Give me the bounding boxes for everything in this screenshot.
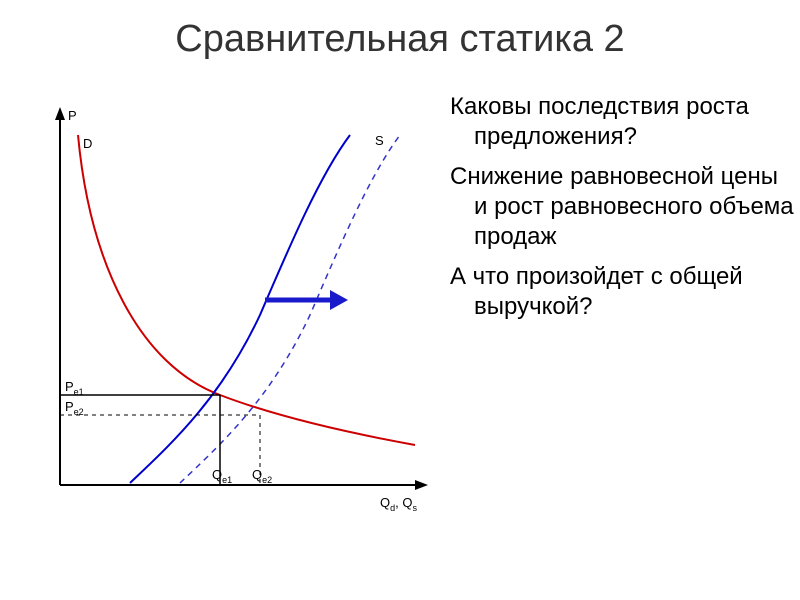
svg-text:Pe2: Pe2 [65,399,84,417]
question-text: Каковы последствия роста предложения? [450,92,798,152]
svg-text:Qe1: Qe1 [212,467,232,485]
slide: Сравнительная статика 2 PQd, QsDSPe1Pe2Q… [0,0,800,600]
chart-svg: PQd, QsDSPe1Pe2Qe1Qe2 [20,85,440,515]
svg-text:P: P [68,108,77,123]
svg-text:Qe2: Qe2 [252,467,272,485]
svg-text:D: D [83,136,92,151]
answer-1-text: Снижение равновесной цены и рост равнове… [450,162,798,252]
text-body: Каковы последствия роста предложения? Сн… [450,92,798,332]
slide-title: Сравнительная статика 2 [0,18,800,61]
svg-text:S: S [375,133,384,148]
answer-2-text: А что произойдет с общей выручкой? [450,262,798,322]
supply-demand-chart: PQd, QsDSPe1Pe2Qe1Qe2 [20,85,440,515]
svg-text:Qd, Qs: Qd, Qs [380,495,417,513]
